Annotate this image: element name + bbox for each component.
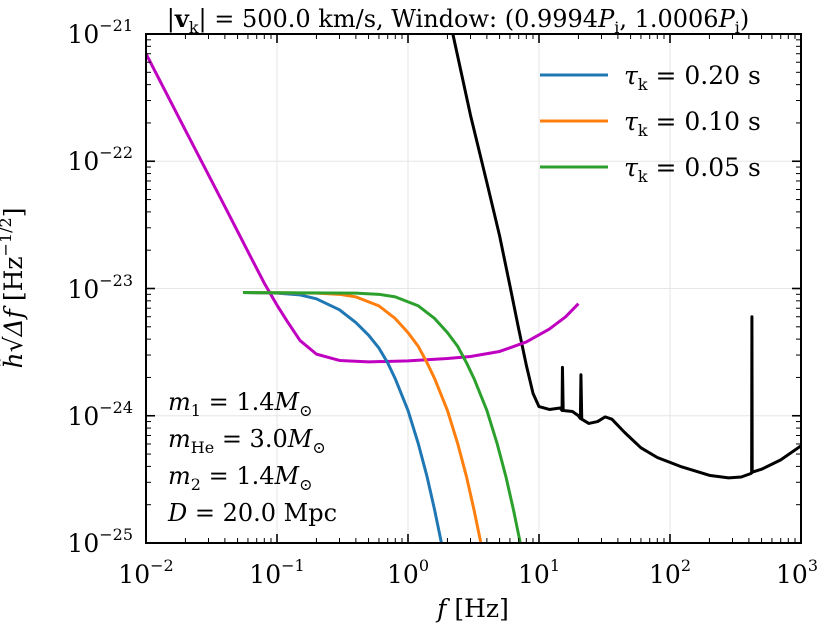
chart-title: |vk| = 500.0 km/s, Window: (0.9994Pi, 1.… [167,4,749,37]
plot-lines [146,34,801,543]
annotation-distance: D = 20.0 Mpc [167,499,337,527]
y-tick-labels: 10−25 10−24 10−23 10−22 10−21 [67,16,133,558]
x-axis-label: f [Hz] [435,594,509,623]
parameter-annotations: m1 = 1.4M⊙ mHe = 3.0M⊙ m2 = 1.4M⊙ D = 20… [167,388,337,527]
legend-label: τk = 0.05 s [624,153,761,186]
x-tick-label: 10−2 [118,556,173,589]
series-line--k-0-10-s [242,291,483,543]
y-axis-label: h̃√Δf [Hz−1/2] [0,208,28,369]
legend-entry: τk = 0.05 s [540,153,761,186]
series-line--k-0-05-s [242,291,522,543]
annotation-m1: m1 = 1.4M⊙ [168,388,312,420]
legend: τk = 0.20 s τk = 0.10 s τk = 0.05 s [540,61,761,186]
x-tick-label: 101 [518,556,560,589]
y-tick-label: 10−21 [67,16,133,49]
legend-entry: τk = 0.10 s [540,107,761,140]
y-tick-label: 10−25 [67,525,133,558]
x-tick-label: 102 [649,556,691,589]
y-tick-label: 10−22 [67,143,133,176]
y-tick-label: 10−24 [67,398,133,431]
annotation-m2: m2 = 1.4M⊙ [168,462,312,494]
series-line-detector-noise [451,34,801,480]
series-line--k-0-20-s [242,291,443,543]
x-tick-label: 100 [387,556,429,589]
y-tick-label: 10−23 [67,271,133,304]
legend-entry: τk = 0.20 s [540,61,761,94]
annotation-mhe: mHe = 3.0M⊙ [168,425,326,457]
legend-label: τk = 0.20 s [624,61,761,94]
ticks [145,33,802,544]
x-tick-labels: 10−2 10−1 100 101 102 103 [118,556,818,589]
legend-label: τk = 0.10 s [624,107,761,140]
series-line-signal [146,53,580,364]
x-tick-label: 103 [776,556,818,589]
x-tick-label: 10−1 [249,556,304,589]
